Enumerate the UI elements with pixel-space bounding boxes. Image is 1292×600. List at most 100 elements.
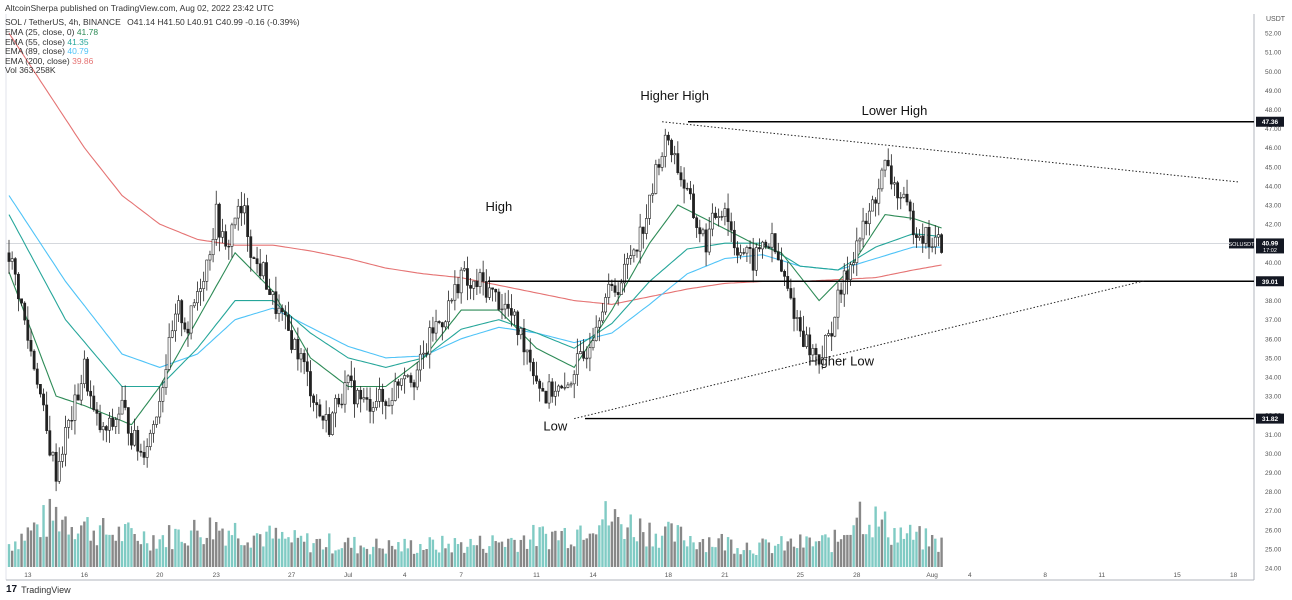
candle-body <box>657 164 661 168</box>
candle-body <box>594 326 598 341</box>
candle-body <box>98 413 102 431</box>
candle-body <box>861 220 865 240</box>
volume-bar <box>582 539 585 567</box>
candle-body <box>849 264 852 280</box>
volume-bar <box>554 530 557 567</box>
candle-body <box>776 251 780 261</box>
volume-bar <box>861 534 865 567</box>
volume-bar <box>130 528 133 567</box>
volume-bar <box>522 535 526 567</box>
volume-bar <box>808 537 811 567</box>
volume-bar <box>390 545 394 567</box>
volume-bar <box>108 534 111 567</box>
candle-body <box>161 387 165 402</box>
volume-bar <box>491 535 494 567</box>
ema-89-line <box>8 195 942 368</box>
volume-bar <box>403 538 406 567</box>
candle-body <box>217 203 221 238</box>
candle-body <box>309 371 312 397</box>
volume-bar <box>123 524 127 567</box>
candle-body <box>365 397 369 400</box>
volume-bar <box>733 553 736 567</box>
tradingview-logo-icon: 17 <box>6 584 18 595</box>
volume-bar <box>466 546 469 567</box>
volume-bar <box>193 519 196 567</box>
candle-body <box>855 240 859 263</box>
volume-bar <box>576 529 579 567</box>
candle-body <box>550 381 554 397</box>
volume-bar <box>613 509 617 567</box>
volume-bar <box>105 534 108 567</box>
x-tick-label: 11 <box>533 572 540 579</box>
volume-bar <box>215 522 218 567</box>
volume-bar <box>792 546 796 567</box>
candle-body <box>547 381 551 404</box>
candle-body <box>688 188 692 195</box>
volume-bar <box>274 527 278 567</box>
candle-body <box>32 350 36 370</box>
candle-body <box>582 351 586 359</box>
indicator-legend-item: EMA (55, close) 41.35 <box>5 37 89 47</box>
candle-body <box>516 311 520 336</box>
x-tick-label: 28 <box>853 572 861 579</box>
indicator-value: 363.258K <box>19 65 56 75</box>
volume-bar <box>224 545 227 567</box>
x-tick-label: 15 <box>1173 572 1181 579</box>
candle-body <box>38 384 42 395</box>
candle-body <box>7 252 11 262</box>
volume-bar <box>205 537 209 567</box>
volume-bar <box>422 549 425 567</box>
volume-bar <box>58 531 61 567</box>
volume-bar <box>89 540 92 567</box>
candle-body <box>265 262 268 290</box>
volume-bar <box>428 537 431 567</box>
volume-bar <box>362 547 366 567</box>
candle-body <box>915 234 918 238</box>
candle-body <box>535 375 538 382</box>
volume-bar <box>560 531 563 567</box>
indicator-legend-item: Vol 363.258K <box>5 66 56 75</box>
volume-bar <box>268 525 271 567</box>
candle-body <box>566 384 570 388</box>
candle-body <box>412 382 416 388</box>
candle-body <box>541 388 545 392</box>
volume-bar <box>36 524 39 567</box>
volume-bar <box>262 546 265 567</box>
currency-label: USDT <box>1266 16 1286 23</box>
candle-body <box>189 305 193 334</box>
chart-annotation: Higher Low <box>808 354 874 369</box>
x-tick-label: 13 <box>24 572 32 579</box>
volume-bar <box>80 525 83 567</box>
volume-bar <box>95 545 99 567</box>
candle-body <box>57 461 61 482</box>
volume-bar <box>221 528 224 567</box>
current-price-value: 40.99 <box>1262 240 1279 247</box>
volume-bar <box>365 548 369 567</box>
volume-bar <box>880 519 884 567</box>
candle-body <box>918 235 922 238</box>
candle-body <box>111 417 115 427</box>
volume-bar <box>315 539 318 567</box>
candle-body <box>221 231 224 238</box>
x-tick-label: 4 <box>968 572 972 579</box>
volume-bar <box>814 541 818 567</box>
candle-body <box>356 389 359 405</box>
volume-bar <box>7 544 11 567</box>
volume-bar <box>698 542 701 567</box>
volume-bar <box>833 529 837 567</box>
volume-bar <box>541 526 544 567</box>
candle-body <box>346 375 350 384</box>
candle-body <box>933 236 937 248</box>
volume-bar <box>849 534 852 567</box>
candle-body <box>773 233 777 253</box>
candle-body <box>114 419 118 427</box>
volume-bar <box>902 538 906 567</box>
candle-body <box>337 397 341 405</box>
candle-body <box>679 172 683 181</box>
candle-body <box>60 453 64 462</box>
candle-body <box>450 299 454 302</box>
footer: 17 TradingView <box>6 584 71 595</box>
volume-bar <box>607 525 610 567</box>
